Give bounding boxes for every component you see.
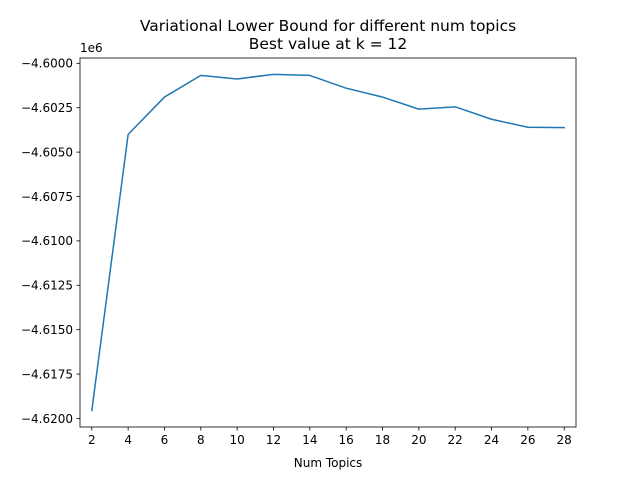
y-tick-label: −4.6100	[21, 234, 73, 248]
x-tick-label: 16	[339, 433, 354, 447]
x-tick-label: 6	[161, 433, 169, 447]
x-tick-label: 14	[302, 433, 317, 447]
chart-title: Variational Lower Bound for different nu…	[140, 17, 516, 35]
x-tick-label: 10	[230, 433, 245, 447]
y-tick-label: −4.6075	[21, 190, 73, 204]
x-tick-label: 28	[557, 433, 572, 447]
y-tick-label: −4.6200	[21, 412, 73, 426]
y-offset-label: 1e6	[80, 41, 103, 55]
x-tick-label: 20	[411, 433, 426, 447]
y-tick-label: −4.6000	[21, 57, 73, 71]
x-tick-label: 24	[484, 433, 499, 447]
x-tick-label: 2	[88, 433, 96, 447]
x-tick-label: 12	[266, 433, 281, 447]
x-tick-label: 18	[375, 433, 390, 447]
y-tick-label: −4.6175	[21, 367, 73, 381]
y-tick-label: −4.6025	[21, 101, 73, 115]
chart-subtitle: Best value at k = 12	[249, 35, 408, 53]
y-tick-label: −4.6050	[21, 145, 73, 159]
x-tick-label: 4	[124, 433, 132, 447]
plot-area: 2 4 6 8 10 12 14 16 18 20 22 24 26 28−4.6000−4.6025−4…	[21, 57, 577, 447]
x-axis-label: Num Topics	[294, 456, 363, 470]
series-line-0	[90, 73, 565, 412]
x-tick-label: 8	[197, 433, 205, 447]
y-tick-label: −4.6150	[21, 323, 73, 337]
y-tick-label: −4.6125	[21, 279, 73, 293]
plot-frame	[79, 57, 577, 428]
x-tick-label: 22	[448, 433, 463, 447]
x-tick-label: 26	[520, 433, 535, 447]
